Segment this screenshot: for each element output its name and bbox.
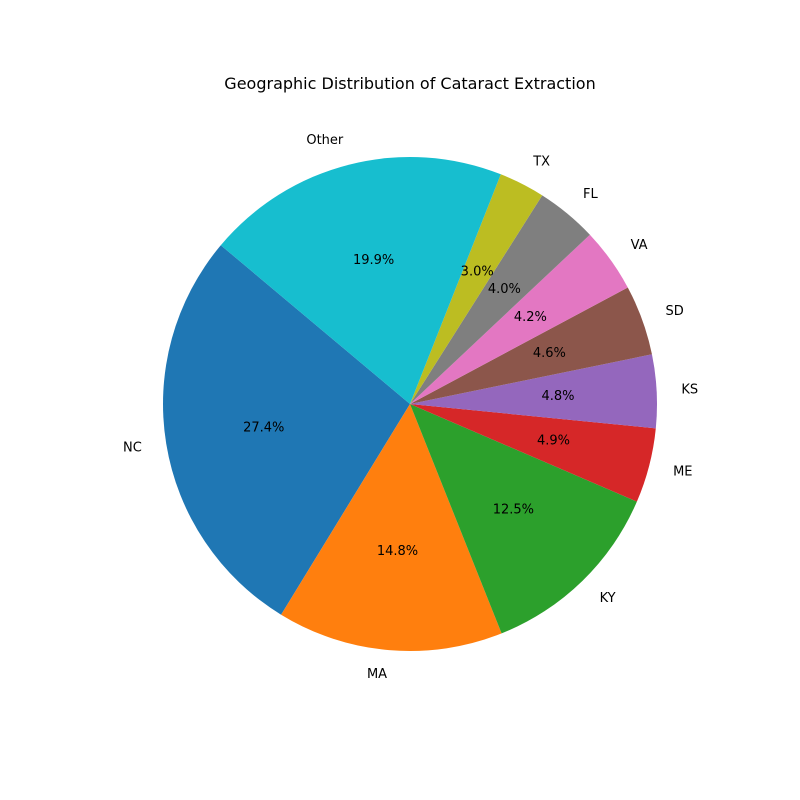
slice-label-ma: MA xyxy=(367,667,387,682)
percent-label-tx: 3.0% xyxy=(461,264,494,279)
percent-label-ky: 12.5% xyxy=(493,503,534,518)
slice-label-nc: NC xyxy=(123,440,142,455)
percent-label-ks: 4.8% xyxy=(541,389,574,404)
slice-label-sd: SD xyxy=(666,304,684,319)
pie-slice-ky xyxy=(410,404,637,634)
percent-label-sd: 4.6% xyxy=(533,346,566,361)
pie-slice-ma xyxy=(281,404,502,652)
slice-label-other: Other xyxy=(306,133,344,148)
percent-label-nc: 27.4% xyxy=(243,420,284,435)
pie-slice-ks xyxy=(410,354,658,429)
percent-label-fl: 4.0% xyxy=(488,282,521,297)
chart-title: Geographic Distribution of Cataract Extr… xyxy=(224,74,595,93)
slice-label-ks: KS xyxy=(681,382,698,397)
slice-label-tx: TX xyxy=(532,154,550,169)
pie-slice-va xyxy=(410,234,628,404)
slice-labels: NC MA KY ME KS SD VA FL TX Other xyxy=(123,133,698,682)
percent-label-other: 19.9% xyxy=(353,253,394,268)
percent-label-ma: 14.8% xyxy=(377,544,418,559)
pie-slice-other xyxy=(220,157,501,404)
slice-label-ky: KY xyxy=(600,591,616,606)
pie-slice-fl xyxy=(410,195,590,404)
pie-slice-sd xyxy=(410,287,652,404)
slice-label-va: VA xyxy=(631,238,648,253)
percent-labels: 27.4% 14.8% 12.5% 4.9% 4.8% 4.6% 4.2% 4.0% 3.0% 1… xyxy=(243,253,574,559)
percent-label-me: 4.9% xyxy=(537,434,570,449)
slice-label-fl: FL xyxy=(583,187,598,202)
slice-label-me: ME xyxy=(673,464,692,479)
percent-label-va: 4.2% xyxy=(514,310,547,325)
pie-slice-me xyxy=(410,404,656,502)
pie-slice-nc xyxy=(163,245,410,615)
pie-slice-tx xyxy=(410,174,543,404)
pie-slices xyxy=(163,157,658,652)
